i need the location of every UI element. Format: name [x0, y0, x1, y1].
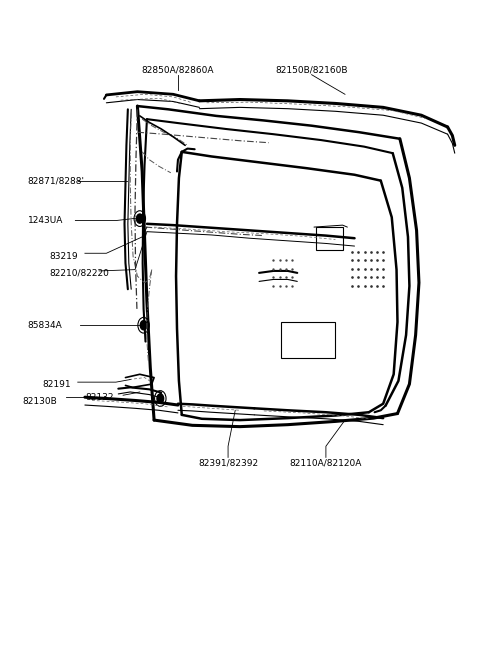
- Text: 82110A/82120A: 82110A/82120A: [290, 458, 362, 467]
- Text: 82210/82220: 82210/82220: [49, 269, 109, 277]
- Text: 82391/82392: 82391/82392: [198, 458, 258, 467]
- Bar: [316, 227, 343, 250]
- Text: 83219: 83219: [49, 252, 78, 261]
- Bar: [139, 214, 143, 220]
- Text: 85834A: 85834A: [28, 321, 62, 330]
- Bar: [281, 322, 336, 358]
- Circle shape: [157, 394, 164, 403]
- Circle shape: [140, 321, 147, 330]
- Text: 82850A/82860A: 82850A/82860A: [142, 66, 214, 75]
- Text: 82132: 82132: [85, 393, 113, 401]
- Text: 82871/8288': 82871/8288': [28, 177, 84, 186]
- Text: 82150B/82160B: 82150B/82160B: [276, 66, 348, 75]
- Text: 1243UA: 1243UA: [28, 216, 63, 225]
- Text: 82130B: 82130B: [23, 397, 58, 406]
- Circle shape: [136, 214, 143, 223]
- Text: 82191: 82191: [42, 380, 71, 388]
